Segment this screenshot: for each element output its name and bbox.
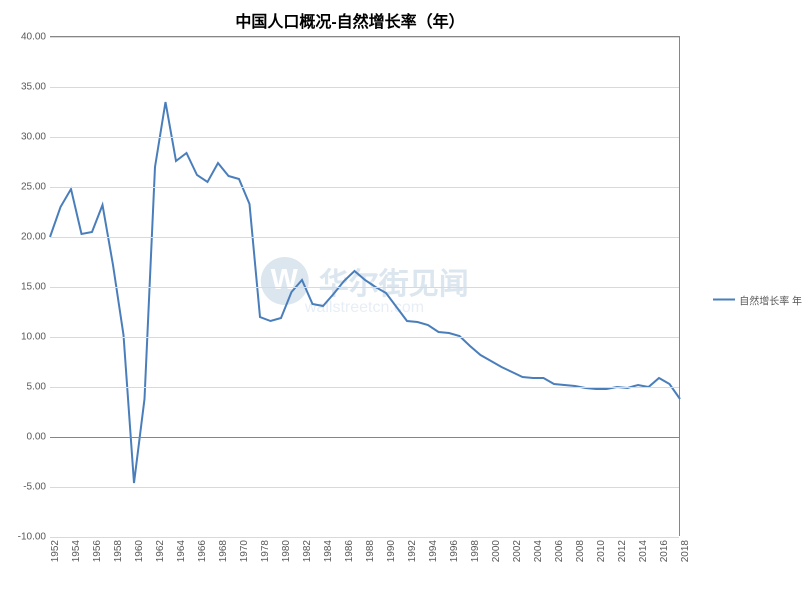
x-tick-label: 1970 <box>239 540 250 562</box>
x-tick-label: 2004 <box>533 540 544 562</box>
x-tick-label: 1962 <box>155 540 166 562</box>
x-tick-label: 2000 <box>491 540 502 562</box>
y-tick-label: 20.00 <box>21 232 46 243</box>
x-tick-label: 1968 <box>218 540 229 562</box>
chart-title: 中国人口概况-自然增长率（年） <box>0 8 700 32</box>
gridline <box>50 387 679 388</box>
x-tick-label: 1960 <box>134 540 145 562</box>
y-tick-label: 10.00 <box>21 332 46 343</box>
x-tick-label: 1956 <box>92 540 103 562</box>
gridline <box>50 237 679 238</box>
y-tick-label: 25.00 <box>21 182 46 193</box>
zero-line <box>50 437 679 438</box>
gridline <box>50 287 679 288</box>
x-tick-label: 2010 <box>596 540 607 562</box>
gridline <box>50 137 679 138</box>
y-tick-label: 5.00 <box>27 382 46 393</box>
x-tick-label: 2002 <box>512 540 523 562</box>
legend-swatch <box>713 299 735 301</box>
x-tick-label: 2018 <box>680 540 691 562</box>
x-tick-label: 2008 <box>575 540 586 562</box>
x-tick-label: 1990 <box>386 540 397 562</box>
x-tick-label: 1958 <box>113 540 124 562</box>
x-tick-label: 1952 <box>50 540 61 562</box>
x-tick-label: 1966 <box>197 540 208 562</box>
x-tick-label: 1978 <box>260 540 271 562</box>
x-tick-label: 2016 <box>659 540 670 562</box>
x-tick-label: 1954 <box>71 540 82 562</box>
gridline <box>50 87 679 88</box>
x-tick-label: 1982 <box>302 540 313 562</box>
x-tick-label: 1980 <box>281 540 292 562</box>
y-tick-label: -5.00 <box>23 482 46 493</box>
y-tick-label: 0.00 <box>27 432 46 443</box>
legend-label: 自然增长率 年 <box>739 292 802 307</box>
x-tick-label: 1996 <box>449 540 460 562</box>
x-tick-label: 1988 <box>365 540 376 562</box>
x-tick-label: 2012 <box>617 540 628 562</box>
x-tick-label: 1992 <box>407 540 418 562</box>
y-tick-label: 30.00 <box>21 132 46 143</box>
y-tick-label: 40.00 <box>21 32 46 43</box>
y-tick-label: 35.00 <box>21 82 46 93</box>
x-tick-label: 1984 <box>323 540 334 562</box>
series-line <box>50 102 680 483</box>
gridline <box>50 337 679 338</box>
plot-area: W 华尔街见闻 wallstreetcn.com -10.00-5.000.00… <box>50 36 680 536</box>
x-tick-label: 1994 <box>428 540 439 562</box>
x-tick-label: 2006 <box>554 540 565 562</box>
gridline <box>50 487 679 488</box>
gridline <box>50 537 679 538</box>
x-tick-label: 1998 <box>470 540 481 562</box>
legend: 自然增长率 年 <box>713 292 802 307</box>
x-tick-label: 1986 <box>344 540 355 562</box>
gridline <box>50 187 679 188</box>
gridline <box>50 37 679 38</box>
y-tick-label: -10.00 <box>18 532 46 543</box>
y-tick-label: 15.00 <box>21 282 46 293</box>
chart-container: 中国人口概况-自然增长率（年） W 华尔街见闻 wallstreetcn.com… <box>0 0 810 599</box>
x-tick-label: 2014 <box>638 540 649 562</box>
x-tick-label: 1964 <box>176 540 187 562</box>
